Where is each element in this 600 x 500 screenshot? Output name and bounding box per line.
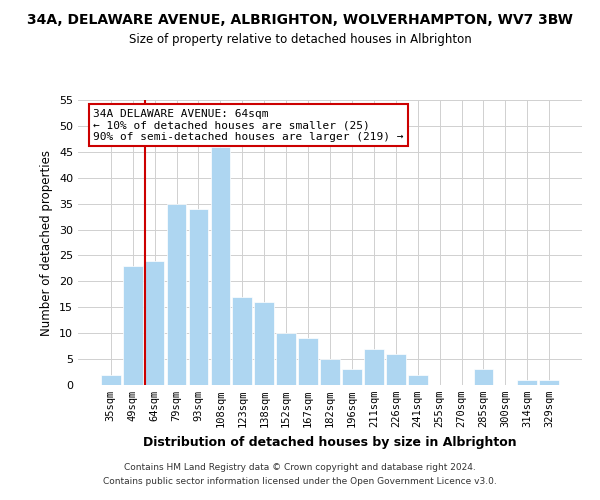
Bar — [364, 348, 384, 385]
Bar — [386, 354, 406, 385]
Text: 34A, DELAWARE AVENUE, ALBRIGHTON, WOLVERHAMPTON, WV7 3BW: 34A, DELAWARE AVENUE, ALBRIGHTON, WOLVER… — [27, 12, 573, 26]
Bar — [211, 146, 230, 385]
Text: Size of property relative to detached houses in Albrighton: Size of property relative to detached ho… — [128, 32, 472, 46]
Bar — [123, 266, 143, 385]
Bar — [254, 302, 274, 385]
Y-axis label: Number of detached properties: Number of detached properties — [40, 150, 53, 336]
Bar — [167, 204, 187, 385]
Bar — [539, 380, 559, 385]
Text: Contains public sector information licensed under the Open Government Licence v3: Contains public sector information licen… — [103, 477, 497, 486]
X-axis label: Distribution of detached houses by size in Albrighton: Distribution of detached houses by size … — [143, 436, 517, 448]
Bar — [101, 374, 121, 385]
Bar — [298, 338, 318, 385]
Bar — [342, 370, 362, 385]
Bar — [276, 333, 296, 385]
Text: Contains HM Land Registry data © Crown copyright and database right 2024.: Contains HM Land Registry data © Crown c… — [124, 464, 476, 472]
Bar — [473, 370, 493, 385]
Bar — [145, 260, 164, 385]
Bar — [188, 209, 208, 385]
Bar — [232, 297, 252, 385]
Bar — [320, 359, 340, 385]
Bar — [517, 380, 537, 385]
Bar — [408, 374, 428, 385]
Text: 34A DELAWARE AVENUE: 64sqm
← 10% of detached houses are smaller (25)
90% of semi: 34A DELAWARE AVENUE: 64sqm ← 10% of deta… — [93, 108, 404, 142]
